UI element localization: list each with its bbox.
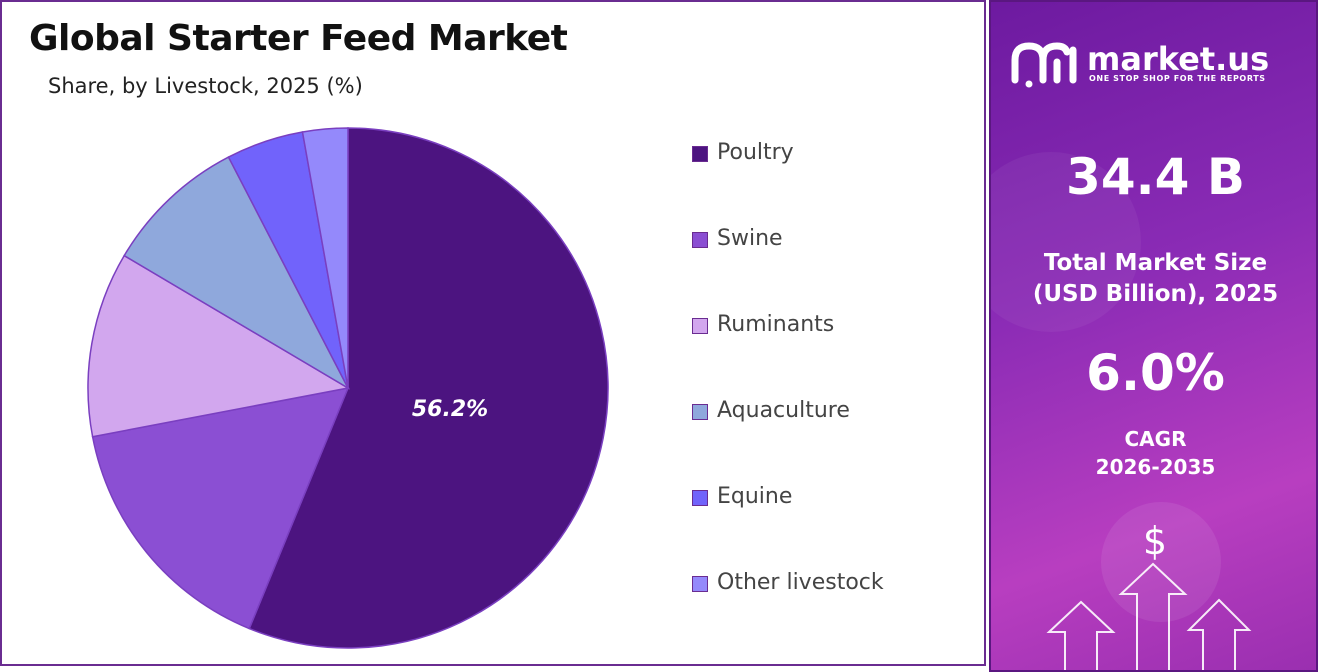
chart-panel: Global Starter Feed Market Share, by Liv… <box>0 0 986 666</box>
legend-item: Poultry <box>692 140 884 226</box>
legend-swatch <box>692 146 708 162</box>
legend-item: Ruminants <box>692 312 884 398</box>
cagr-label: CAGR <box>1124 427 1187 451</box>
legend-label: Ruminants <box>717 312 835 337</box>
arrow-up-icon <box>1118 562 1188 670</box>
legend-label: Poultry <box>717 140 794 165</box>
cagr-period: 2026-2035 <box>1095 455 1216 479</box>
legend-swatch <box>692 232 708 248</box>
legend-item: Swine <box>692 226 884 312</box>
pie-data-label: 56.2% <box>412 397 488 422</box>
legend-item: Other livestock <box>692 570 884 656</box>
market-size-label-year: (USD Billion), 2025 <box>1032 281 1279 307</box>
summary-panel: $ market.us ONE STOP SHOP FOR THE REPORT… <box>989 0 1318 672</box>
chart-legend: Poultry Swine Ruminants Aquaculture Equine Ot… <box>692 140 884 656</box>
pie-slice-poultry <box>248 127 609 649</box>
pie-slice-ruminants <box>87 254 351 438</box>
chart-title: Global Starter Feed Market <box>29 18 568 59</box>
pie-chart: 56.2% <box>87 127 609 649</box>
brand-name: market.us <box>1087 40 1270 78</box>
pie-slice-other-livestock <box>301 127 349 389</box>
legend-item: Aquaculture <box>692 398 884 484</box>
brand-tagline: ONE STOP SHOP FOR THE REPORTS <box>1089 74 1266 83</box>
legend-label: Other livestock <box>717 570 884 595</box>
pie-slice-aquaculture <box>123 156 350 390</box>
dollar-icon: $ <box>1143 519 1167 563</box>
legend-swatch <box>692 404 708 420</box>
market-size-value: 34.4 B <box>1066 148 1245 206</box>
pie-slice-swine <box>91 387 350 630</box>
arrow-up-icon <box>1186 598 1252 670</box>
cagr-value: 6.0% <box>1086 344 1225 402</box>
legend-item: Equine <box>692 484 884 570</box>
legend-label: Swine <box>717 226 783 251</box>
legend-swatch <box>692 576 708 592</box>
legend-swatch <box>692 318 708 334</box>
market-us-logo-icon <box>1011 42 1077 88</box>
market-size-label: Total Market Size <box>1043 250 1268 276</box>
decorative-background: $ <box>991 152 1252 670</box>
arrow-up-icon <box>1046 600 1116 670</box>
chart-subtitle: Share, by Livestock, 2025 (%) <box>48 74 363 98</box>
legend-swatch <box>692 490 708 506</box>
legend-label: Aquaculture <box>717 398 850 423</box>
legend-label: Equine <box>717 484 793 509</box>
